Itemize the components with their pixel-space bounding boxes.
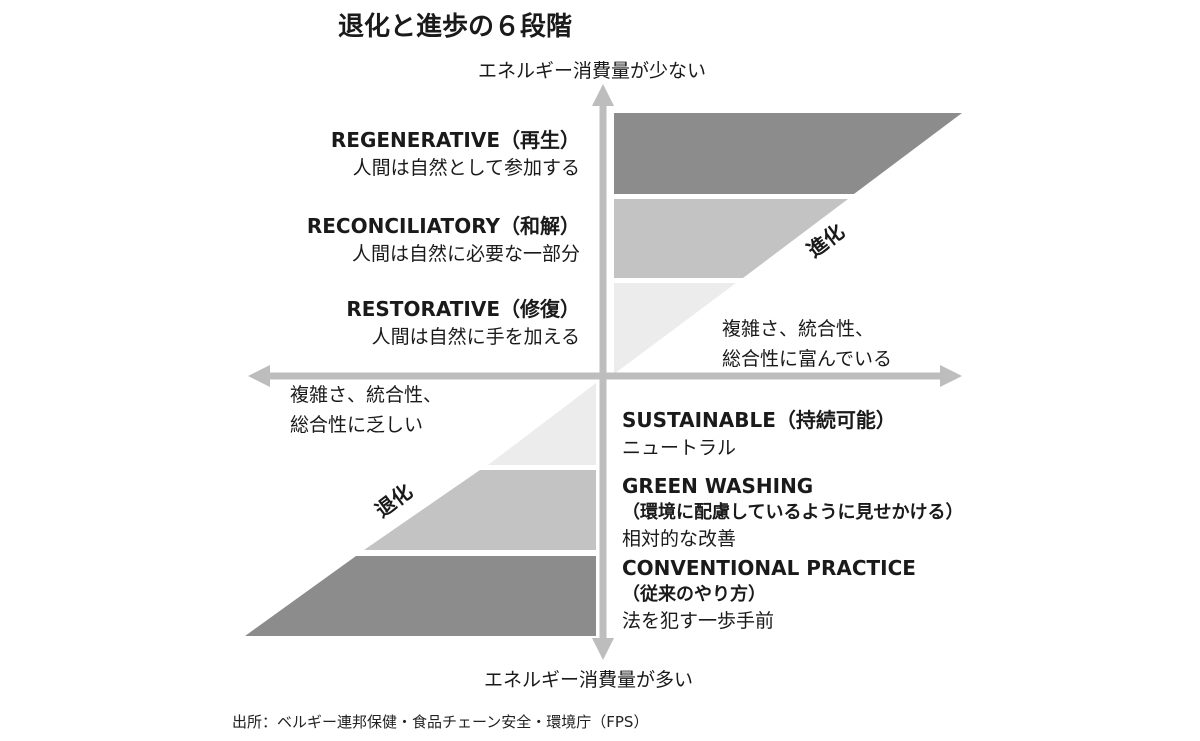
arrow-up-icon — [592, 84, 614, 106]
reconciliatory-band — [614, 199, 848, 278]
stage-name-sub: （環境に配慮しているように見せかける） — [622, 502, 964, 523]
left-note: 複雑さ、統合性、 総合性に乏しい — [290, 380, 442, 440]
stage-name: GREEN WASHING — [622, 474, 814, 498]
conventional-band — [245, 556, 596, 636]
sustainable-band — [488, 383, 596, 465]
stage-desc: 人間は自然として参加する — [352, 157, 580, 179]
stage-name: RECONCILIATORY（和解） — [306, 214, 580, 238]
arrow-down-icon — [592, 638, 614, 660]
stage-reconciliatory: RECONCILIATORY（和解） 人間は自然に必要な一部分 — [307, 210, 580, 266]
right-note-line2: 総合性に富んでいる — [722, 348, 893, 370]
left-note-line2: 総合性に乏しい — [290, 414, 424, 436]
right-note-line1: 複雑さ、統合性、 — [722, 318, 875, 340]
stage-name: RESTORATIVE（修復） — [346, 297, 580, 321]
diagram-title: 退化と進歩の６段階 — [338, 12, 573, 42]
top-axis-label: エネルギー消費量が少ない — [478, 60, 707, 82]
stage-name: CONVENTIONAL PRACTICE — [622, 556, 916, 580]
right-note: 複雑さ、統合性、 総合性に富んでいる — [722, 314, 892, 374]
stage-desc: ニュートラル — [622, 437, 737, 459]
greenwashing-band — [364, 470, 596, 550]
stage-name-sub: （従来のやり方） — [622, 584, 766, 605]
stage-desc: 人間は自然に必要な一部分 — [351, 243, 580, 265]
restorative-band — [614, 283, 736, 374]
stage-name: SUSTAINABLE（持続可能） — [622, 408, 896, 432]
arrow-left-icon — [248, 365, 270, 387]
stage-name: REGENERATIVE（再生） — [330, 128, 580, 152]
stage-greenwashing: GREEN WASHING （環境に配慮しているように見せかける） 相対的な改善 — [622, 474, 963, 551]
bottom-axis-label: エネルギー消費量が多い — [484, 669, 694, 691]
source-note: 出所：ベルギー連邦保健・食品チェーン安全・環境庁（FPS） — [232, 713, 649, 731]
stage-regenerative: REGENERATIVE（再生） 人間は自然として参加する — [331, 124, 580, 180]
regenerative-band — [614, 113, 962, 194]
stage-restorative: RESTORATIVE（修復） 人間は自然に手を加える — [346, 293, 580, 349]
stage-desc: 人間は自然に手を加える — [371, 326, 580, 348]
arrow-right-icon — [940, 365, 962, 387]
stage-desc: 法を犯す一歩手前 — [622, 610, 775, 632]
stage-sustainable: SUSTAINABLE（持続可能） ニュートラル — [622, 404, 896, 460]
stage-conventional: CONVENTIONAL PRACTICE （従来のやり方） 法を犯す一歩手前 — [622, 556, 916, 633]
left-note-line1: 複雑さ、統合性、 — [290, 384, 443, 406]
stage-desc: 相対的な改善 — [622, 528, 737, 550]
